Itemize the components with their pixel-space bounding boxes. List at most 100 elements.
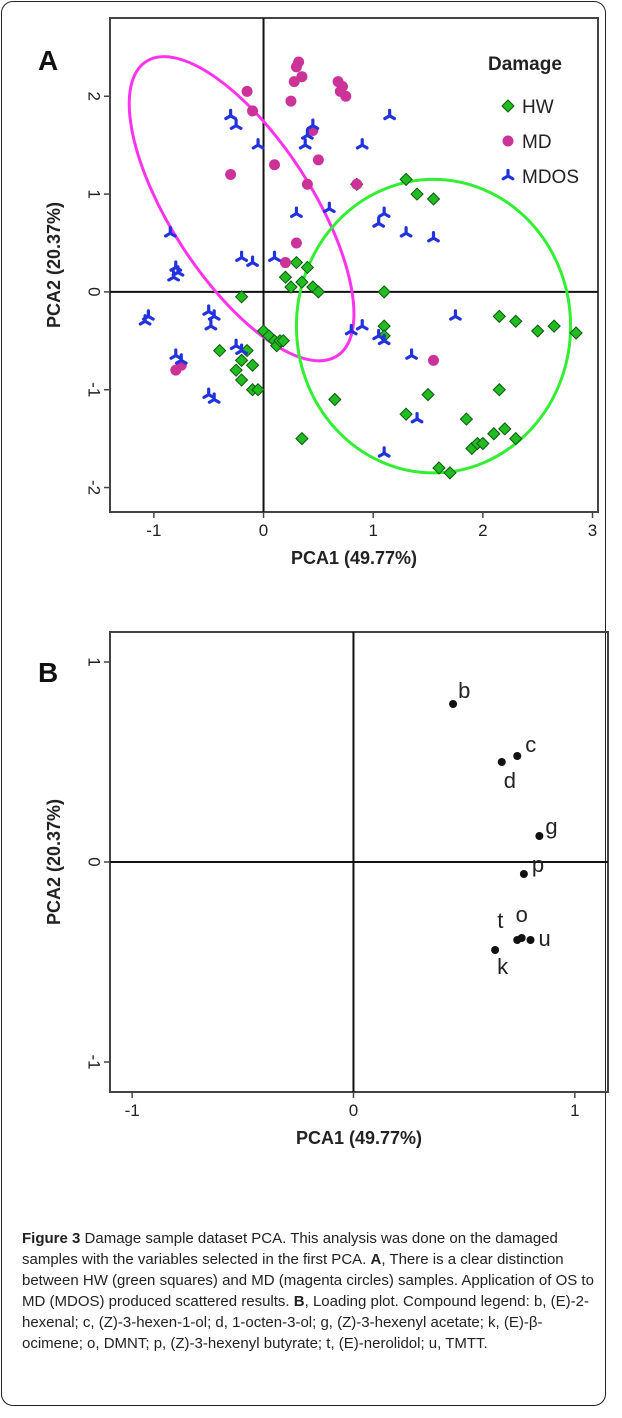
loading-label-b: b <box>458 678 470 703</box>
mdos-point <box>405 348 418 360</box>
mdos-point-stroke <box>169 265 178 272</box>
panel-label: A <box>38 45 58 76</box>
hw-point <box>245 358 260 372</box>
hw-point <box>284 280 298 294</box>
md-point <box>428 354 440 366</box>
md-point <box>332 76 344 88</box>
hw-point <box>234 353 249 368</box>
hw-point <box>492 309 507 324</box>
caption-title: Damage sample dataset PCA. This analysis… <box>22 1230 558 1268</box>
mdos-point-stroke <box>405 353 414 360</box>
mdos-point <box>204 319 218 331</box>
mdos-point <box>202 387 216 399</box>
hw-point <box>509 314 523 328</box>
panel-label: B <box>38 657 58 688</box>
mdos-point-stroke <box>268 256 277 263</box>
hw-point <box>498 422 512 436</box>
mdos-point-stroke <box>138 319 147 326</box>
mdos-point-stroke <box>355 324 364 331</box>
mdos-point <box>202 304 216 316</box>
hw-point <box>276 334 290 348</box>
mdos-point-stroke <box>202 309 211 316</box>
legend-label-md: MD <box>522 132 552 153</box>
md-point <box>288 76 300 88</box>
mdos-point-stroke <box>298 143 307 150</box>
hw-point <box>229 363 243 377</box>
hw-point <box>443 466 457 480</box>
mdos-point-stroke <box>174 358 183 365</box>
hw-point <box>251 383 265 397</box>
loading-label-k: k <box>497 954 509 979</box>
hw-point <box>547 319 561 333</box>
legend-marker-mdos <box>501 168 515 181</box>
y-tick-label: 0 <box>85 857 104 866</box>
mdos-point-stroke <box>204 324 213 331</box>
legend-title: Damage <box>488 54 562 75</box>
y-tick-label: -2 <box>85 480 104 495</box>
md-point <box>247 105 259 117</box>
mdos-point-stroke <box>169 353 178 360</box>
md-point <box>293 56 305 68</box>
hw-point <box>311 285 326 299</box>
loading-label-p: p <box>532 852 544 877</box>
hw-point <box>410 187 424 201</box>
x-tick-label: 0 <box>349 1101 358 1120</box>
mdos-point-stroke <box>322 207 331 214</box>
mdos-point-stroke <box>306 124 315 130</box>
loading-label-d: d <box>504 768 516 793</box>
mdos-point-stroke <box>167 275 176 282</box>
hw-point <box>212 343 227 358</box>
x-axis-label: PCA1 (49.77%) <box>291 548 417 568</box>
hw-point <box>492 383 507 397</box>
mdos-point <box>383 108 397 121</box>
md-point <box>351 178 363 190</box>
mdos-point-stroke <box>207 314 216 321</box>
y-axis-label: PCA2 (20.37%) <box>44 799 64 925</box>
mdos-point <box>229 118 243 130</box>
hw-point <box>530 324 545 338</box>
mdos-point-stroke <box>207 397 216 404</box>
mdos-point <box>344 323 358 336</box>
mdos-point <box>229 338 243 351</box>
md-point <box>268 159 280 171</box>
loading-point-u <box>526 936 535 944</box>
hw-point <box>278 270 293 284</box>
plot-border <box>109 17 599 513</box>
mdos-point-stroke <box>235 348 244 355</box>
hw-point <box>295 431 309 446</box>
hw-point <box>569 326 583 340</box>
hw-point <box>234 290 249 304</box>
loading-point-p <box>519 870 528 878</box>
mdos-point <box>246 255 259 267</box>
mdos-point <box>207 392 221 404</box>
mdos-point <box>355 319 369 331</box>
mdos-point-stroke <box>372 221 381 228</box>
mdos-point <box>138 314 152 326</box>
mdos-point-stroke <box>163 231 172 238</box>
x-tick-label: 1 <box>368 521 377 540</box>
figure-caption: Figure 3 Damage sample dataset PCA. This… <box>22 1228 602 1354</box>
loading-label-c: c <box>525 732 536 757</box>
mdos-point-stroke <box>202 393 211 399</box>
hw-point <box>377 285 391 299</box>
hw-ellipse <box>294 177 573 475</box>
loading-point-k <box>491 946 500 954</box>
y-axis-label: PCA2 (20.37%) <box>44 202 64 328</box>
md-ellipse <box>127 55 356 363</box>
hw-point <box>487 427 501 441</box>
hw-point <box>421 387 435 402</box>
figure-frame <box>1 1 606 1406</box>
md-point <box>285 95 297 107</box>
legend-marker-md <box>502 135 514 147</box>
loading-point-t <box>513 936 522 944</box>
md-point <box>290 237 302 249</box>
mdos-point <box>235 343 248 355</box>
mdos-point <box>449 309 462 321</box>
mdos-point <box>207 309 221 321</box>
md-point <box>340 90 352 102</box>
caption-figure-label: Figure 3 <box>22 1230 81 1247</box>
legend-label-hw: HW <box>522 97 554 118</box>
loading-point-d <box>497 758 506 766</box>
caption-b-label: B <box>293 1293 305 1310</box>
mdos-point <box>377 333 391 346</box>
